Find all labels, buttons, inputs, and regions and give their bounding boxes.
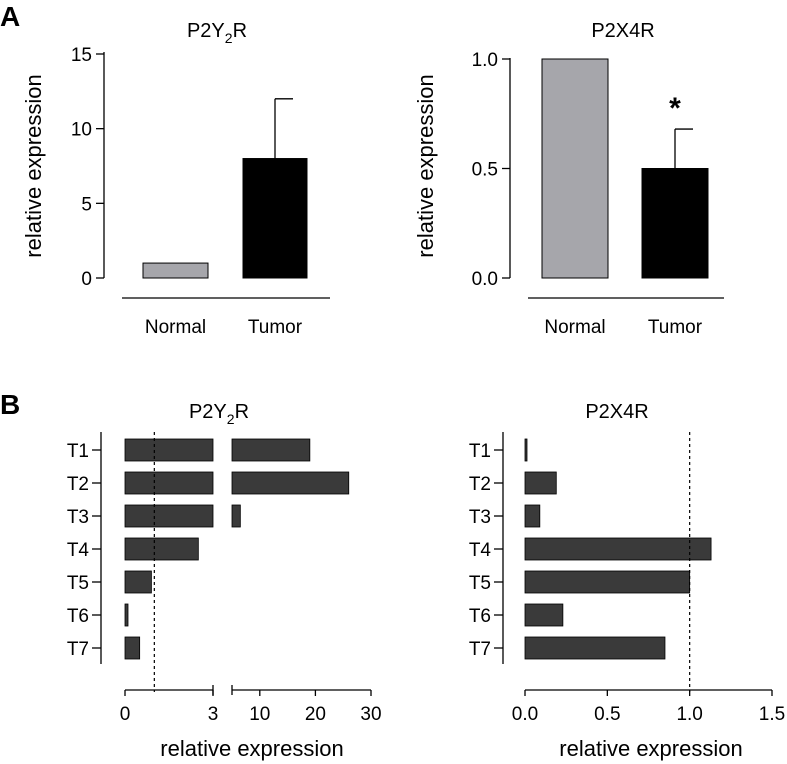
chart-b2-bar-t7: [524, 636, 666, 660]
chart-a1-xtick-label: Tumor: [248, 317, 303, 338]
chart-b1-xtick-label: 0: [120, 704, 131, 725]
chart-b2-title: P2X4R: [585, 401, 648, 423]
chart-b1-bar-t7: [124, 636, 141, 660]
chart-a2-title: P2X4R: [591, 20, 654, 42]
chart-b1-bar-t1-high: [231, 438, 311, 462]
chart-b2-bar-t3: [524, 504, 541, 528]
chart-a2-ytick-label: 0.0: [472, 269, 498, 290]
chart-a1-title: P2Y2R: [187, 20, 247, 46]
chart-b1-bar-t6: [124, 603, 129, 627]
chart-b1-title: P2Y2R: [189, 401, 249, 427]
chart-a2-y-axis-label: relative expression: [413, 74, 438, 257]
chart-b1-xtick-label: 20: [305, 704, 326, 725]
chart-b2-category-label: T1: [469, 441, 491, 462]
chart-b2-category-label: T6: [469, 606, 491, 627]
chart-b2-xtick-label: 0.0: [512, 704, 538, 725]
chart-b1-p2y2r: P2Y2R T1 T2 T3 T4 T5 T6 T7 0 3 10 20 30 relative e…: [67, 401, 382, 761]
chart-b2-bar-t6: [524, 603, 564, 627]
chart-b1-bar-t5: [124, 570, 152, 594]
chart-b2-xtick-label: 1.5: [759, 704, 785, 725]
chart-b1-category-label: T2: [67, 474, 89, 495]
chart-a1-p2y2r: P2Y2R relative expression 0 5 10 15 Normal T…: [21, 20, 330, 338]
chart-b1-category-label: T4: [67, 540, 90, 561]
chart-a1-ytick-label: 5: [81, 194, 92, 215]
chart-a1-y-axis-label: relative expression: [21, 74, 46, 257]
chart-a2-significance-star: *: [669, 92, 681, 125]
chart-b2-category-label: T4: [469, 540, 492, 561]
chart-a1-bar-normal: [142, 262, 209, 279]
chart-b2-category-label: T2: [469, 474, 491, 495]
chart-b1-category-label: T3: [67, 507, 89, 528]
chart-b2-bar-t4: [524, 537, 712, 561]
chart-b1-category-label: T1: [67, 441, 89, 462]
chart-a1-ytick-label: 15: [71, 45, 92, 66]
chart-b2-category-label: T7: [469, 639, 491, 660]
chart-b1-category-label: T7: [67, 639, 89, 660]
chart-b2-xtick-label: 0.5: [594, 704, 620, 725]
panel-label-a: A: [0, 1, 20, 32]
chart-b1-xtick-label: 30: [360, 704, 381, 725]
chart-a1-ytick-label: 10: [71, 120, 92, 141]
chart-b1-bar-t3-low: [124, 504, 214, 528]
chart-b2-x-axis-label: relative expression: [559, 736, 742, 761]
chart-a1-ytick-label: 0: [81, 269, 92, 290]
chart-b2-p2x4r: P2X4R T1 T2 T3 T4 T5 T6 T7 0.0 0.5 1.0 1.5 relati…: [469, 401, 785, 761]
chart-a1-xtick-label: Normal: [145, 317, 206, 338]
chart-b2-xtick-label: 1.0: [676, 704, 702, 725]
chart-b1-xtick-label: 10: [249, 704, 270, 725]
chart-b1-bar-t2-low: [124, 471, 214, 495]
chart-b1-bar-t1-low: [124, 438, 214, 462]
chart-a2-p2x4r: P2X4R relative expression 0.0 0.5 1.0 * No…: [413, 20, 724, 338]
chart-a2-xtick-label: Tumor: [648, 317, 703, 338]
chart-b1-bar-t4: [124, 537, 199, 561]
chart-a2-xtick-label: Normal: [544, 317, 605, 338]
chart-b1-category-label: T6: [67, 606, 89, 627]
chart-b1-category-label: T5: [67, 573, 89, 594]
chart-a2-bar-normal: [541, 58, 609, 279]
chart-b1-bar-t3-high: [231, 504, 241, 528]
panel-label-b: B: [0, 389, 20, 420]
chart-b2-bar-t2: [524, 471, 557, 495]
chart-b2-bar-t1: [524, 438, 528, 462]
chart-a1-bar-tumor: [242, 158, 308, 279]
chart-b1-bar-t2-high: [231, 471, 350, 495]
chart-b2-category-label: T3: [469, 507, 491, 528]
chart-a2-ytick-label: 0.5: [472, 160, 498, 181]
chart-a2-bar-tumor: [641, 168, 709, 279]
chart-a2-ytick-label: 1.0: [472, 50, 498, 71]
chart-b2-category-label: T5: [469, 573, 491, 594]
chart-b1-x-axis-label: relative expression: [160, 736, 343, 761]
chart-b1-xtick-label: 3: [208, 704, 219, 725]
chart-b2-bar-t5: [524, 570, 691, 594]
